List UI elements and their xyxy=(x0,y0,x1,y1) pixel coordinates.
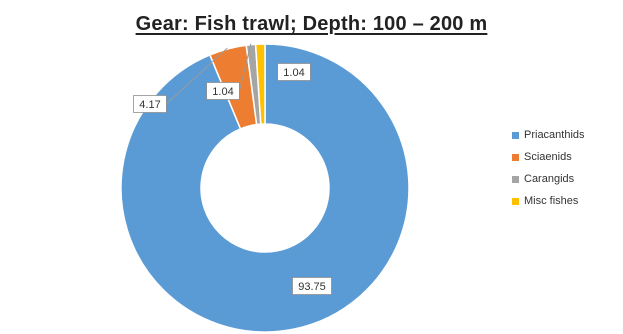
data-label-sciaenids: 4.17 xyxy=(133,95,167,113)
slice-misc-fishes xyxy=(254,43,266,125)
legend-swatch xyxy=(512,197,519,205)
chart-title: Gear: Fish trawl; Depth: 100 – 200 m xyxy=(135,13,488,35)
legend-label: Priacanthids xyxy=(524,129,585,141)
svg-text:4.17: 4.17 xyxy=(139,99,160,111)
svg-text:1.04: 1.04 xyxy=(212,86,233,98)
legend-item-priacanthids: Priacanthids xyxy=(512,124,585,146)
svg-text:93.75: 93.75 xyxy=(298,281,326,293)
leader-line xyxy=(166,47,228,105)
legend-item-sciaenids: Sciaenids xyxy=(512,146,585,168)
legend-swatch xyxy=(512,175,519,183)
svg-text:1.04: 1.04 xyxy=(283,67,304,79)
leader-line xyxy=(238,43,252,92)
slice-priacanthids xyxy=(120,43,410,333)
legend-label: Misc fishes xyxy=(524,195,579,207)
chart-legend: Priacanthids Sciaenids Carangids Misc fishe… xyxy=(512,124,585,212)
legend-label: Sciaenids xyxy=(524,151,572,163)
legend-label: Carangids xyxy=(524,173,575,185)
legend-swatch xyxy=(512,153,519,161)
legend-swatch xyxy=(512,131,519,139)
legend-item-carangids: Carangids xyxy=(512,168,585,190)
data-label-priacanthids: 93.75 xyxy=(292,277,332,295)
data-label-carangids: 1.04 xyxy=(206,82,240,100)
legend-item-misc-fishes: Misc fishes xyxy=(512,190,585,212)
data-label-misc-fishes: 1.04 xyxy=(277,63,311,81)
